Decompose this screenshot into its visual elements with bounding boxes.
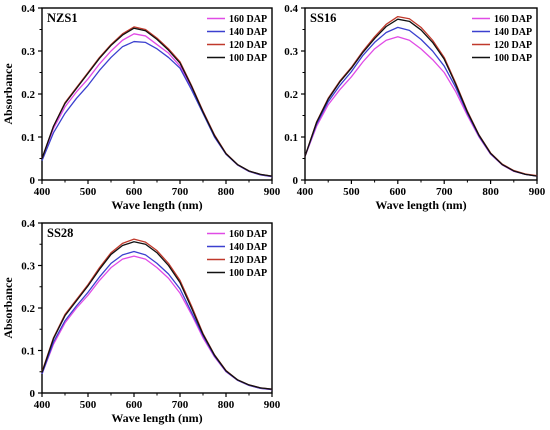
series-line-100-dap bbox=[41, 241, 273, 390]
legend-label: 140 DAP bbox=[229, 242, 267, 253]
legend-label: 160 DAP bbox=[494, 14, 532, 25]
y-tick-label: 0.2 bbox=[21, 89, 35, 101]
x-axis-label: Wave length (nm) bbox=[375, 198, 466, 212]
x-tick-label: 500 bbox=[80, 399, 97, 411]
chart-panel-ss28: 400 500 600 700 800 900 0 0.1 0.2 0.3 0.4 Wave leng… bbox=[1, 218, 280, 425]
y-tick-label: 0 bbox=[293, 175, 299, 187]
y-axis-label: Absorbance bbox=[1, 63, 15, 125]
x-tick-label: 600 bbox=[390, 186, 407, 198]
x-tick-label: 800 bbox=[218, 186, 235, 198]
x-tick-label: 700 bbox=[436, 186, 453, 198]
y-tick-label: 0.4 bbox=[21, 3, 35, 15]
panel-title: SS16 bbox=[310, 11, 336, 25]
legend-label: 100 DAP bbox=[229, 268, 267, 279]
x-tick-label: 700 bbox=[172, 399, 189, 411]
y-tick-label: 0.4 bbox=[21, 218, 35, 230]
x-tick-label: 400 bbox=[297, 186, 314, 198]
y-tick-label: 0.2 bbox=[284, 89, 298, 101]
panel-title: NZS1 bbox=[47, 11, 78, 25]
x-tick-label: 800 bbox=[482, 186, 499, 198]
y-tick-label: 0.3 bbox=[284, 46, 298, 58]
y-tick-label: 0 bbox=[30, 388, 36, 400]
y-tick-label: 0 bbox=[30, 175, 36, 187]
x-tick-label: 600 bbox=[126, 399, 143, 411]
chart-panel-nzs1: 400 500 600 700 800 900 0 0.1 0.2 0.3 0.4 Wave leng… bbox=[1, 3, 280, 212]
x-tick-label: 400 bbox=[34, 399, 51, 411]
x-axis-label: Wave length (nm) bbox=[111, 198, 202, 212]
x-tick-label: 700 bbox=[172, 186, 189, 198]
series-line-100-dap bbox=[41, 27, 273, 177]
legend-label: 120 DAP bbox=[229, 255, 267, 266]
x-tick-label: 900 bbox=[264, 399, 280, 411]
x-tick-label: 900 bbox=[529, 186, 546, 198]
y-tick-label: 0.3 bbox=[21, 261, 35, 273]
y-tick-label: 0.3 bbox=[21, 46, 35, 58]
chart-panel-ss16: 400 500 600 700 800 900 0 0.1 0.2 0.3 0.4 Wave leng… bbox=[284, 3, 546, 212]
legend-label: 120 DAP bbox=[229, 40, 267, 51]
y-axis-label: Absorbance bbox=[1, 277, 15, 339]
y-tick-label: 0.1 bbox=[284, 132, 298, 144]
legend-label: 100 DAP bbox=[229, 53, 267, 64]
legend-label: 100 DAP bbox=[494, 53, 532, 64]
x-tick-label: 800 bbox=[218, 399, 235, 411]
x-tick-label: 400 bbox=[34, 186, 51, 198]
legend-label: 160 DAP bbox=[229, 14, 267, 25]
x-tick-label: 900 bbox=[264, 186, 280, 198]
legend-label: 140 DAP bbox=[229, 27, 267, 38]
x-tick-label: 500 bbox=[343, 186, 360, 198]
panel-title: SS28 bbox=[47, 226, 73, 240]
y-tick-label: 0.2 bbox=[21, 303, 35, 315]
y-tick-label: 0.4 bbox=[284, 3, 298, 15]
legend-label: 140 DAP bbox=[494, 27, 532, 38]
legend-label: 120 DAP bbox=[494, 40, 532, 51]
x-tick-label: 500 bbox=[80, 186, 97, 198]
y-tick-label: 0.1 bbox=[21, 346, 35, 358]
x-axis-label: Wave length (nm) bbox=[111, 411, 202, 425]
legend-label: 160 DAP bbox=[229, 229, 267, 240]
y-tick-label: 0.1 bbox=[21, 132, 35, 144]
series-line-100-dap bbox=[304, 18, 538, 177]
x-tick-label: 600 bbox=[126, 186, 143, 198]
